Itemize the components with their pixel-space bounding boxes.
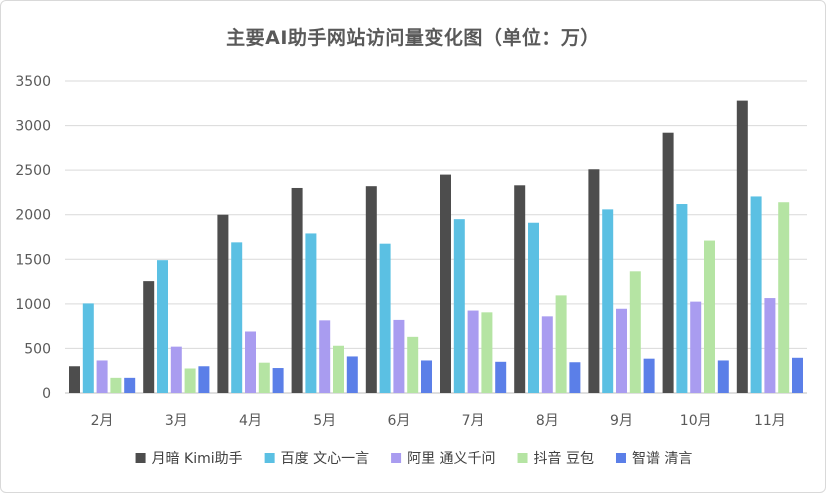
legend-item: 抖音 豆包 <box>517 450 594 467</box>
x-tick-label: 7月 <box>462 413 485 429</box>
bar <box>467 310 479 393</box>
x-tick-label: 10月 <box>680 413 712 429</box>
bar <box>495 361 507 393</box>
legend-label: 阿里 通义千问 <box>407 451 495 467</box>
bar <box>110 377 122 393</box>
bar <box>717 360 729 393</box>
y-tick-label: 2500 <box>15 163 51 179</box>
legend-label: 月暗 Kimi助手 <box>152 451 243 467</box>
bar <box>143 281 155 393</box>
bar <box>393 319 405 393</box>
bar <box>555 295 567 393</box>
bar <box>704 240 715 393</box>
x-tick-label: 3月 <box>165 413 188 429</box>
legend-item: 月暗 Kimi助手 <box>135 451 243 467</box>
x-tick-label: 8月 <box>536 413 559 429</box>
bar <box>69 366 80 393</box>
bar <box>662 132 674 393</box>
bar <box>736 100 748 394</box>
bar <box>258 362 270 393</box>
y-tick-label: 0 <box>42 386 51 402</box>
bar <box>217 214 229 393</box>
x-tick-label: 6月 <box>387 413 410 429</box>
bar <box>333 345 344 393</box>
y-tick-label: 1000 <box>15 297 51 313</box>
bar <box>198 366 210 393</box>
bar <box>616 308 627 393</box>
bar <box>778 202 790 393</box>
x-tick-label: 9月 <box>610 413 633 429</box>
bar <box>629 271 641 393</box>
legend-swatch <box>135 453 146 463</box>
bar <box>124 377 136 393</box>
bar <box>184 368 196 393</box>
bar <box>291 187 303 393</box>
bar <box>379 243 391 393</box>
legend-swatch <box>517 453 528 463</box>
legend-swatch <box>391 453 402 463</box>
bar <box>764 298 776 393</box>
bar <box>82 303 94 393</box>
bar <box>96 360 108 393</box>
bar <box>421 360 432 393</box>
bar <box>569 362 581 393</box>
bar <box>407 336 419 393</box>
bar <box>365 186 377 393</box>
bar <box>792 357 803 393</box>
bar <box>643 358 655 393</box>
x-axis: 2月 3月 4月 5月 6月 7月 8月 9月 10月 11月 <box>91 413 786 429</box>
bar <box>346 356 358 393</box>
y-tick-label: 500 <box>24 341 51 357</box>
legend-swatch <box>615 453 626 463</box>
bar <box>481 312 493 393</box>
legend-item: 阿里 通义千问 <box>391 451 496 467</box>
bar <box>170 346 182 393</box>
bar <box>676 204 688 393</box>
bar <box>319 320 331 393</box>
x-tick-label: 4月 <box>239 413 262 429</box>
y-axis: 0 500 1000 1500 2000 2500 3000 3500 <box>15 74 51 402</box>
x-tick-label: 11月 <box>754 413 786 429</box>
bar <box>440 174 451 393</box>
bar <box>588 169 600 393</box>
bar <box>245 331 256 393</box>
y-tick-label: 2000 <box>15 208 51 224</box>
legend-swatch <box>264 453 275 463</box>
legend: 月暗 Kimi助手 百度 文心一言 阿里 通义千问 抖音 豆包 智谱 清言 <box>135 450 692 467</box>
bar <box>305 233 317 393</box>
bar <box>541 316 553 393</box>
legend-item: 智谱 清言 <box>615 451 692 467</box>
bar <box>272 368 284 393</box>
legend-label: 抖音 豆包 <box>534 450 594 467</box>
legend-item: 百度 文心一言 <box>264 451 369 467</box>
x-tick-label: 5月 <box>313 413 336 429</box>
x-tick-label: 2月 <box>91 413 114 429</box>
chart-title: 主要AI助手网站访问量变化图（单位：万） <box>226 27 600 49</box>
y-tick-label: 3500 <box>15 74 51 90</box>
bar <box>514 185 526 393</box>
legend-label: 智谱 清言 <box>632 451 692 467</box>
y-tick-label: 3000 <box>15 119 51 135</box>
bar <box>528 222 539 393</box>
bar <box>602 209 614 393</box>
bars <box>69 100 803 394</box>
bar <box>231 242 243 393</box>
legend-label: 百度 文心一言 <box>281 451 369 467</box>
bar <box>453 219 465 393</box>
y-tick-label: 1500 <box>15 252 51 268</box>
bar <box>157 260 168 393</box>
bar <box>690 301 702 393</box>
bar <box>750 196 762 393</box>
